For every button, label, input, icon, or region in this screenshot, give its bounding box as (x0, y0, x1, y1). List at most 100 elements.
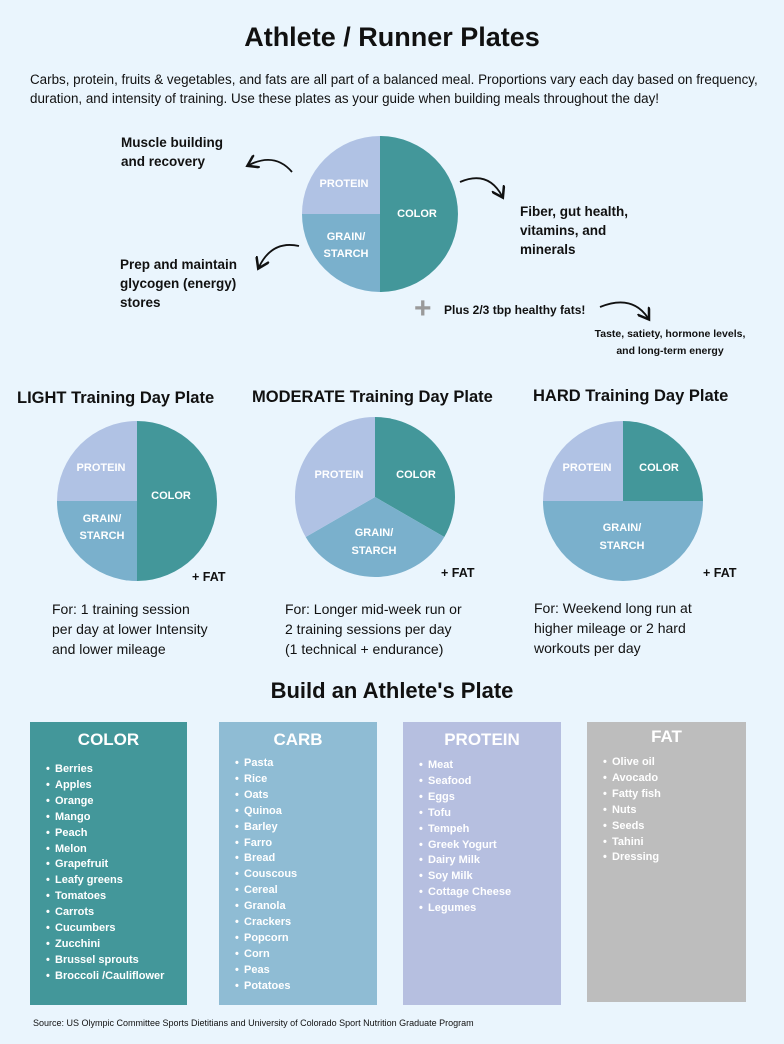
curved-arrow-icon (249, 160, 293, 173)
carb-item: Crackers (235, 915, 377, 931)
hard-plate-title: HARD Training Day Plate (533, 387, 729, 405)
protein-card: PROTEIN MeatSeafoodEggsTofuTempehGreek Y… (403, 722, 561, 1005)
carb-item: Popcorn (235, 931, 377, 947)
annotation-arrows (0, 0, 784, 370)
moderate-plate-title: MODERATE Training Day Plate (252, 388, 493, 406)
light-plate-protein-slice (57, 421, 137, 501)
curved-arrow-icon (259, 244, 300, 267)
fat-item: Tahini (603, 835, 746, 851)
main-plate-color-slice (380, 136, 458, 292)
carb-item: Oats (235, 788, 377, 804)
carb-card-list: PastaRiceOatsQuinoaBarleyFarroBreadCousc… (219, 756, 377, 995)
fat-item: Fatty fish (603, 787, 746, 803)
protein-item: Legumes (419, 901, 561, 917)
hard-plate: PROTEIN GRAIN/ STARCH COLOR (543, 421, 703, 581)
color-item: Zucchini (46, 937, 187, 953)
light-plate-color-label: COLOR (151, 490, 191, 502)
carb-item: Cereal (235, 883, 377, 899)
color-item: Melon (46, 842, 187, 858)
curved-arrow-icon (599, 301, 648, 318)
color-item: Cucumbers (46, 921, 187, 937)
color-item: Grapefruit (46, 857, 187, 873)
fat-card-list: Olive oilAvocadoFatty fishNutsSeedsTahin… (587, 755, 746, 866)
intro-text: Carbs, protein, fruits & vegetables, and… (30, 72, 758, 106)
hard-plate-protein-label: PROTEIN (563, 462, 612, 474)
carb-item: Bread (235, 851, 377, 867)
light-plate-grain-label-1: GRAIN/ (83, 513, 122, 525)
fat-item: Dressing (603, 850, 746, 866)
fat-card-title: FAT (651, 727, 682, 746)
color-item: Leafy greens (46, 873, 187, 889)
protein-note: Muscle building and recovery (121, 135, 224, 169)
color-card-title: COLOR (77, 730, 140, 749)
color-item: Berries (46, 762, 187, 778)
light-plate-protein-label: PROTEIN (77, 462, 126, 474)
fat-card: FAT Olive oilAvocadoFatty fishNutsSeedsT… (587, 722, 746, 1002)
carb-item: Granola (235, 899, 377, 915)
light-plate-title: LIGHT Training Day Plate (17, 389, 215, 407)
grain-note: Prep and maintain glycogen (energy) stor… (120, 257, 238, 310)
main-plate-grain-label-2: STARCH (323, 248, 368, 260)
carb-item: Pasta (235, 756, 377, 772)
light-plate-grain-label-2: STARCH (79, 530, 124, 542)
color-card-list: BerriesApplesOrangeMangoPeachMelonGrapef… (30, 762, 187, 985)
carb-item: Rice (235, 772, 377, 788)
moderate-plate-grain-slice (305, 497, 445, 578)
page-title: Athlete / Runner Plates (244, 22, 540, 52)
light-plate-color-slice (137, 421, 217, 581)
protein-item: Tofu (419, 806, 561, 822)
main-plate-protein-slice (302, 136, 380, 214)
main-plate-color-label: COLOR (397, 208, 437, 220)
protein-item: Soy Milk (419, 869, 561, 885)
moderate-plate-description: For: Longer mid-week run or 2 training s… (285, 601, 462, 657)
build-plate-title: Build an Athlete's Plate (270, 678, 514, 703)
carb-item: Quinoa (235, 804, 377, 820)
color-item: Orange (46, 794, 187, 810)
carb-item: Potatoes (235, 979, 377, 995)
moderate-plate: PROTEIN GRAIN/ STARCH COLOR (294, 417, 456, 578)
carb-item: Peas (235, 963, 377, 979)
curved-arrow-icon (459, 177, 502, 196)
moderate-plate-fat: + FAT (441, 566, 475, 580)
color-item: Apples (46, 778, 187, 794)
protein-item: Dairy Milk (419, 853, 561, 869)
protein-item: Tempeh (419, 822, 561, 838)
carb-card: CARB PastaRiceOatsQuinoaBarleyFarroBread… (219, 722, 377, 1005)
light-plate-description: For: 1 training session per day at lower… (52, 601, 208, 657)
moderate-plate-protein-slice (294, 417, 375, 537)
hard-plate-description: For: Weekend long run at higher mileage … (534, 600, 692, 656)
moderate-plate-grain-label-2: STARCH (351, 545, 396, 557)
main-plate-grain-label-1: GRAIN/ (327, 231, 366, 243)
moderate-plate-protein-label: PROTEIN (315, 469, 364, 481)
color-card: COLOR BerriesApplesOrangeMangoPeachMelon… (30, 722, 187, 1005)
hard-plate-grain-label-1: GRAIN/ (603, 522, 642, 534)
protein-card-list: MeatSeafoodEggsTofuTempehGreek YogurtDai… (403, 758, 561, 917)
light-plate-fat: + FAT (192, 570, 226, 584)
hard-plate-fat: + FAT (703, 566, 737, 580)
hard-plate-grain-label-2: STARCH (599, 540, 644, 552)
color-item: Broccoli /Cauliflower (46, 969, 187, 985)
moderate-plate-color-slice (375, 417, 456, 537)
protein-item: Eggs (419, 790, 561, 806)
carb-card-title: CARB (273, 730, 323, 749)
main-plate-grain-slice (302, 214, 380, 292)
plus-icon: + (414, 292, 432, 325)
fat-item: Seeds (603, 819, 746, 835)
moderate-plate-color-label: COLOR (396, 469, 436, 481)
hard-plate-grain-slice (543, 501, 703, 581)
fat-item: Nuts (603, 803, 746, 819)
color-item: Peach (46, 826, 187, 842)
color-item: Brussel sprouts (46, 953, 187, 969)
protein-card-title: PROTEIN (444, 730, 520, 749)
fat-item: Olive oil (603, 755, 746, 771)
main-plate-protein-label: PROTEIN (320, 178, 369, 190)
light-plate-grain-slice (57, 501, 137, 581)
carb-item: Corn (235, 947, 377, 963)
protein-item: Meat (419, 758, 561, 774)
hard-plate-protein-slice (543, 421, 623, 501)
fat-item: Avocado (603, 771, 746, 787)
healthy-fats-note: Plus 2/3 tbp healthy fats! (444, 303, 586, 317)
color-item: Tomatoes (46, 889, 187, 905)
color-note: Fiber, gut health, vitamins, and mineral… (520, 204, 629, 257)
hard-plate-color-slice (623, 421, 703, 501)
